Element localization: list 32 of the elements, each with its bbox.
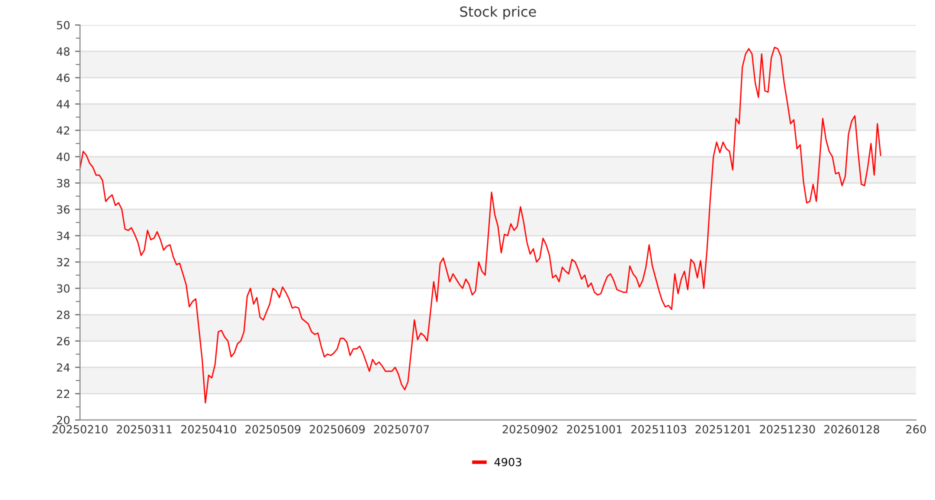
x-tick-label: 20251001 bbox=[567, 425, 622, 434]
y-tick-label: 44 bbox=[56, 100, 70, 108]
x-tick-label: 20250311 bbox=[116, 425, 172, 434]
x-tick-label: 20250509 bbox=[245, 425, 300, 434]
y-tick-label: 22 bbox=[56, 390, 70, 398]
y-tick-label: 34 bbox=[56, 232, 70, 240]
y-tick-label: 42 bbox=[56, 126, 70, 135]
x-tick-label: 20250707 bbox=[374, 425, 429, 434]
x-tick-label: 20251230 bbox=[760, 425, 815, 434]
line-series bbox=[80, 46, 882, 404]
x-tick-label: 260 bbox=[906, 425, 926, 434]
y-tick-label: 48 bbox=[56, 47, 70, 56]
y-tick-label: 28 bbox=[56, 310, 70, 320]
y-tick-label: 30 bbox=[56, 284, 70, 293]
x-tick-label: 20250410 bbox=[181, 425, 236, 434]
y-tick-label: 24 bbox=[56, 363, 70, 372]
y-tick-label: 50 bbox=[56, 20, 70, 30]
x-tick-label: 20250210 bbox=[52, 425, 108, 434]
x-tick-label: 20251103 bbox=[631, 425, 686, 434]
x-tick-label: 20260128 bbox=[824, 425, 880, 434]
y-tick-label: 26 bbox=[56, 336, 70, 346]
x-tick-label: 20251201 bbox=[696, 425, 750, 434]
y-tick-label: 32 bbox=[56, 258, 70, 266]
y-tick-label: 20 bbox=[56, 416, 70, 424]
x-tick-label: 20250902 bbox=[502, 425, 558, 434]
y-tick-label: 40 bbox=[56, 152, 70, 162]
x-tick-label: 20250609 bbox=[310, 425, 365, 434]
y-tick-label: 46 bbox=[56, 74, 70, 82]
y-tick-label: 38 bbox=[56, 178, 70, 188]
y-tick-label: 36 bbox=[56, 205, 70, 214]
legend-label: 4903 bbox=[494, 458, 522, 466]
chart-title: Stock price bbox=[460, 6, 536, 20]
